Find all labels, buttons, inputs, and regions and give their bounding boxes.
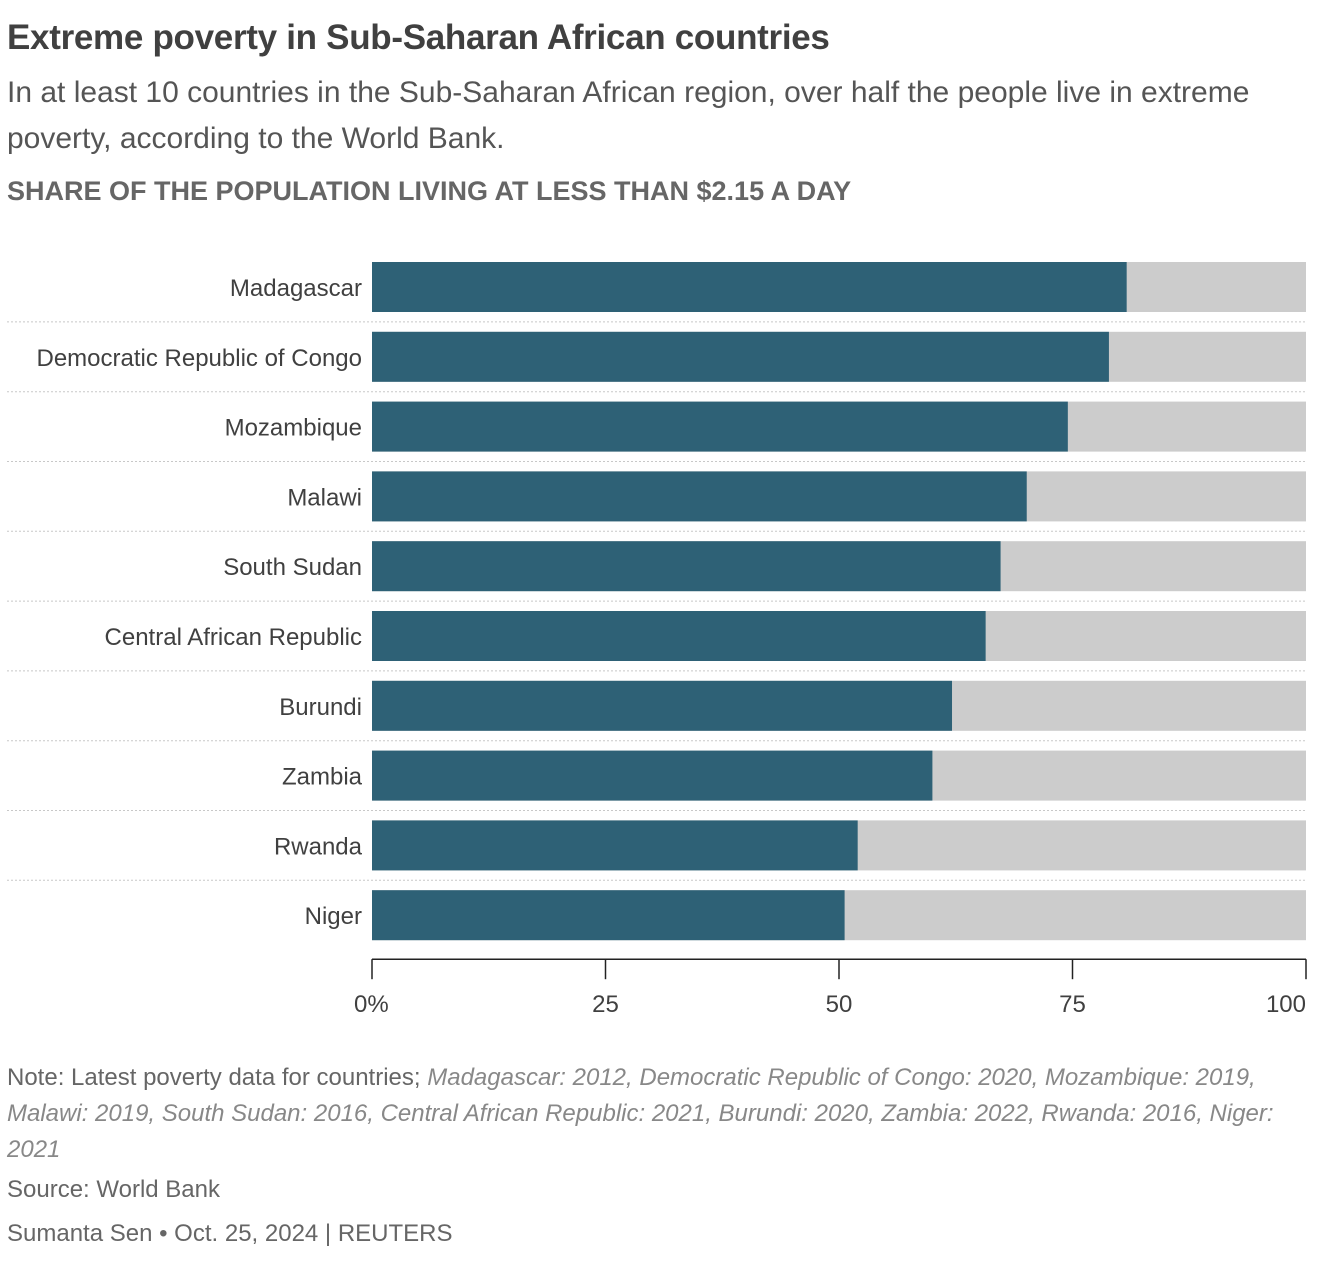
bar-mozambique bbox=[372, 401, 1068, 452]
chart-subtitle: In at least 10 countries in the Sub-Saha… bbox=[7, 76, 1250, 155]
byline: Sumanta Sen • Oct. 25, 2024 | REUTERS bbox=[7, 1220, 453, 1247]
category-label-central-african-republic: Central African Republic bbox=[105, 624, 362, 651]
footnote-body: Madagascar: 2012, Democratic Republic of… bbox=[7, 1064, 1274, 1163]
x-tick-label-75: 75 bbox=[1059, 991, 1086, 1018]
chart-title: Extreme poverty in Sub-Saharan African c… bbox=[7, 18, 830, 57]
bar-madagascar bbox=[372, 262, 1127, 312]
x-tick-label-50: 50 bbox=[826, 991, 853, 1018]
category-label-mozambique: Mozambique bbox=[225, 415, 362, 442]
footnote-lead: Note: Latest poverty data for countries; bbox=[7, 1064, 421, 1091]
bar-niger bbox=[372, 890, 845, 941]
x-tick-label-0: 0% bbox=[354, 991, 389, 1018]
bar-democratic-republic-of-congo bbox=[372, 331, 1109, 382]
bar-south-sudan bbox=[372, 541, 1001, 592]
category-label-rwanda: Rwanda bbox=[274, 833, 363, 860]
bar-burundi bbox=[372, 680, 953, 731]
chart-measure-label: SHARE OF THE POPULATION LIVING AT LESS T… bbox=[7, 176, 852, 206]
category-label-niger: Niger bbox=[305, 903, 362, 930]
footnote: Note: Latest poverty data for countries;… bbox=[7, 1060, 1297, 1168]
category-label-madagascar: Madagascar bbox=[230, 275, 362, 302]
bar-malawi bbox=[372, 471, 1027, 522]
x-tick-label-25: 25 bbox=[592, 991, 619, 1018]
bar-rwanda bbox=[372, 820, 858, 871]
category-label-democratic-republic-of-congo: Democratic Republic of Congo bbox=[37, 345, 363, 372]
bar-central-african-republic bbox=[372, 611, 986, 661]
category-label-malawi: Malawi bbox=[287, 484, 362, 511]
bar-chart: Madagascar Democratic Republic of Congo Mo… bbox=[7, 262, 1307, 1018]
category-label-zambia: Zambia bbox=[282, 764, 363, 791]
category-label-south-sudan: South Sudan bbox=[223, 554, 362, 581]
source-line: Source: World Bank bbox=[7, 1176, 220, 1203]
x-tick-label-100: 100 bbox=[1266, 991, 1306, 1018]
bar-zambia bbox=[372, 750, 933, 801]
category-label-burundi: Burundi bbox=[279, 694, 362, 721]
